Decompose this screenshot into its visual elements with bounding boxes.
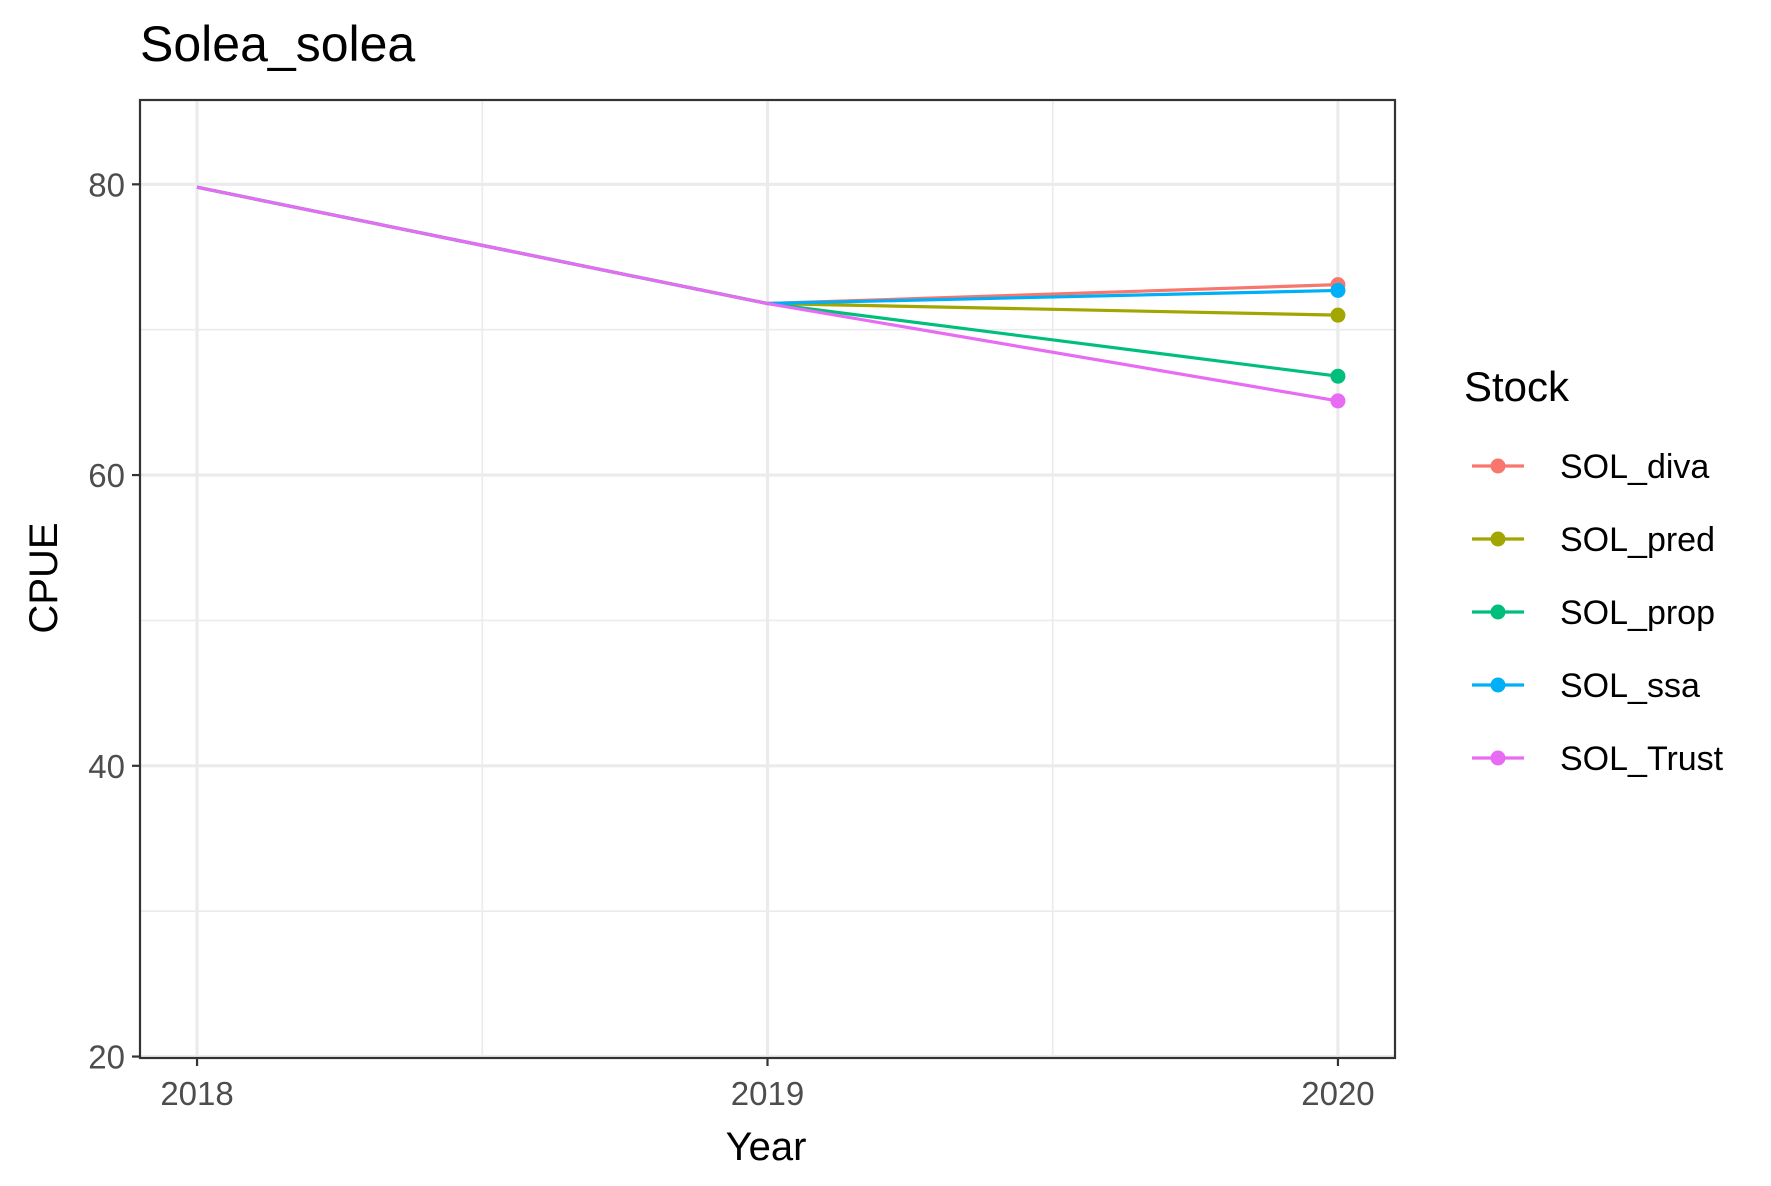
- legend-label-SOL_diva: SOL_diva: [1560, 448, 1709, 486]
- y-tick-label: 20: [88, 1039, 125, 1076]
- y-tick-label: 60: [88, 457, 125, 494]
- data-point-SOL_Trust: [1330, 393, 1346, 409]
- legend-title: Stock: [1464, 363, 1570, 410]
- x-axis-title: Year: [726, 1125, 807, 1169]
- x-tick-label: 2020: [1301, 1075, 1374, 1112]
- x-tick-label: 2019: [731, 1075, 804, 1112]
- legend-key-point-SOL_Trust: [1490, 750, 1506, 766]
- series-line-SOL_Trust: [196, 185, 1339, 403]
- legend-key-point-SOL_pred: [1490, 531, 1506, 547]
- legend-label-SOL_prop: SOL_prop: [1560, 594, 1715, 632]
- data-point-SOL_ssa: [1330, 282, 1346, 298]
- y-tick-label: 80: [88, 166, 125, 203]
- data-point-SOL_pred: [1330, 307, 1346, 323]
- legend: Stock SOL_diva SOL_pred SOL_prop SOL_ssa SOL…: [1464, 363, 1724, 778]
- legend-label-SOL_pred: SOL_pred: [1560, 521, 1715, 559]
- y-axis-title: CPUE: [22, 522, 66, 633]
- y-tick-label: 40: [88, 748, 125, 785]
- x-tick-label: 2018: [160, 1075, 233, 1112]
- chart-title: Solea_solea: [140, 16, 415, 72]
- legend-key-point-SOL_prop: [1490, 604, 1506, 620]
- legend-key-point-SOL_diva: [1490, 458, 1506, 474]
- legend-key-point-SOL_ssa: [1490, 677, 1506, 693]
- gridlines: [140, 100, 1395, 1059]
- legend-label-SOL_ssa: SOL_ssa: [1560, 667, 1700, 705]
- series-lines: [196, 185, 1346, 409]
- data-point-SOL_prop: [1330, 368, 1346, 384]
- legend-label-SOL_Trust: SOL_Trust: [1560, 740, 1724, 778]
